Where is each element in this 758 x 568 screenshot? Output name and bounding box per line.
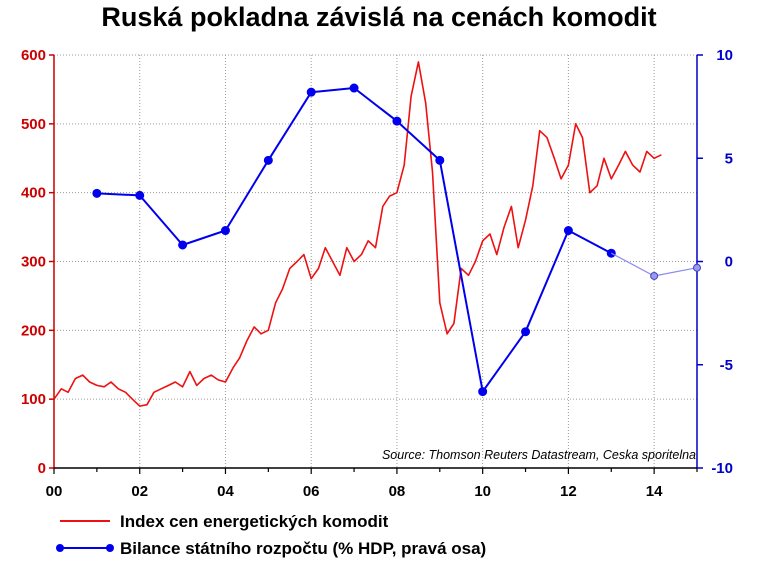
legend-marker-budget-balance [56,544,64,552]
budget-balance-point [606,248,616,258]
right-tick-label: 10 [716,47,733,64]
x-tick-label: 14 [646,483,663,500]
left-tick-label: 400 [21,185,46,202]
budget-balance-point [263,155,273,165]
budget-balance-point [306,87,316,97]
x-tick-label: 10 [474,483,491,500]
budget-balance-point [220,226,230,236]
energy-index-line [53,61,662,407]
projection-point [693,263,701,272]
right-tick-label: 5 [725,150,733,167]
budget-balance-point [92,188,102,198]
left-tick-label: 500 [21,116,46,133]
x-tick-label: 02 [131,483,148,500]
grid-lines [54,54,697,468]
right-tick-label: 0 [725,254,733,271]
legend-label-budget-balance: Bilance státního rozpočtu (% HDP, pravá … [120,539,486,558]
left-tick-label: 300 [21,254,46,271]
budget-balance-line [96,87,612,393]
x-tick-label: 06 [303,483,320,500]
left-axis-ticks: 0 100 200 300 400 500 600 [21,47,54,477]
budget-balance-point [349,83,359,93]
budget-balance-point [563,226,573,236]
projection-point [650,271,659,280]
x-axis-ticks: 00 02 04 06 08 10 12 14 [46,468,698,500]
right-axis-ticks: -10 -5 0 5 10 [697,47,733,477]
left-tick-label: 100 [21,391,46,408]
budget-balance-point [435,155,445,165]
right-tick-label: -5 [720,357,733,374]
left-tick-label: 200 [21,322,46,339]
budget-balance-point [178,240,188,250]
budget-balance-point [521,327,531,337]
x-tick-label: 04 [217,483,234,500]
left-tick-label: 600 [21,47,46,64]
series-layer [53,61,701,407]
right-tick-label: -10 [711,460,733,477]
legend-label-energy-index: Index cen energetických komodit [120,512,389,531]
x-tick-label: 08 [389,483,406,500]
budget-balance-point [478,387,488,397]
left-tick-label: 0 [38,460,46,477]
legend: Index cen energetických komodit Bilance … [56,512,486,558]
chart-title: Ruská pokladna závislá na cenách komodit [101,2,657,32]
budget-balance-point [135,190,145,200]
x-tick-label: 12 [560,483,577,500]
budget-balance-point [392,116,402,126]
source-note: Source: Thomson Reuters Datastream, Cesk… [382,448,696,462]
x-tick-label: 00 [46,483,63,500]
legend-marker-budget-balance [106,544,114,552]
